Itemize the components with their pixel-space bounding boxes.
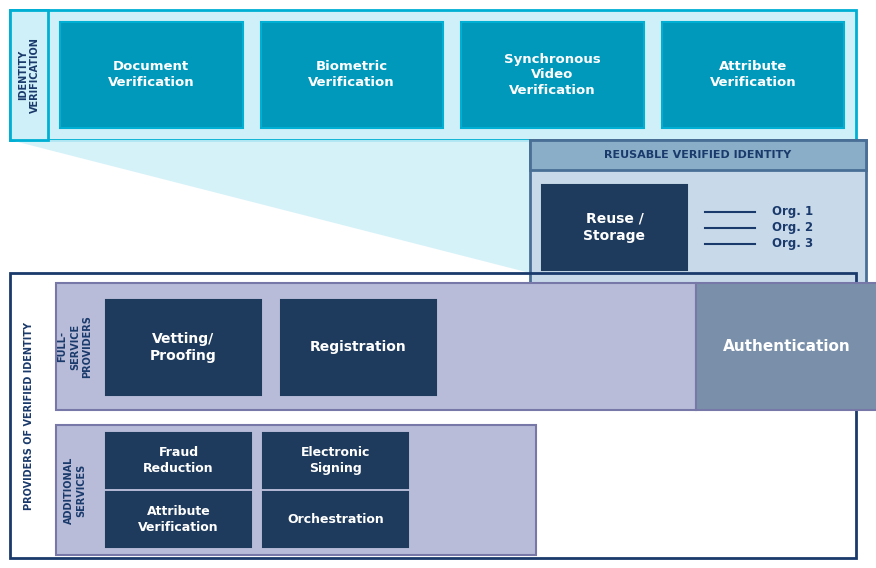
- FancyBboxPatch shape: [56, 425, 536, 555]
- FancyBboxPatch shape: [10, 10, 48, 140]
- Text: Org. 2: Org. 2: [773, 221, 814, 234]
- FancyBboxPatch shape: [661, 22, 844, 128]
- Text: Org. 3: Org. 3: [773, 237, 814, 250]
- Text: IDENTITY
VERIFICATION: IDENTITY VERIFICATION: [18, 37, 40, 113]
- FancyBboxPatch shape: [106, 300, 261, 395]
- Text: Document
Verification: Document Verification: [108, 61, 194, 90]
- FancyBboxPatch shape: [106, 433, 251, 488]
- Text: Fraud
Reduction: Fraud Reduction: [143, 446, 214, 475]
- FancyBboxPatch shape: [10, 10, 856, 140]
- FancyBboxPatch shape: [263, 492, 408, 547]
- Text: Attribute
Verification: Attribute Verification: [138, 505, 219, 534]
- FancyBboxPatch shape: [60, 22, 243, 128]
- Text: Registration: Registration: [310, 340, 406, 354]
- FancyBboxPatch shape: [696, 283, 876, 410]
- Text: Org. 1: Org. 1: [773, 205, 814, 218]
- Text: Biometric
Verification: Biometric Verification: [308, 61, 395, 90]
- FancyBboxPatch shape: [56, 283, 696, 410]
- Text: Authentication: Authentication: [723, 339, 851, 354]
- FancyBboxPatch shape: [530, 140, 866, 170]
- FancyBboxPatch shape: [542, 185, 687, 270]
- Polygon shape: [10, 140, 530, 273]
- Text: PROVIDERS OF VERIFIED IDENTITY: PROVIDERS OF VERIFIED IDENTITY: [24, 321, 34, 509]
- Text: Attribute
Verification: Attribute Verification: [710, 61, 796, 90]
- Text: REUSABLE VERIFIED IDENTITY: REUSABLE VERIFIED IDENTITY: [604, 150, 792, 160]
- Text: Orchestration: Orchestration: [287, 513, 384, 526]
- FancyBboxPatch shape: [530, 140, 866, 370]
- Text: ADDITIONAL
SERVICES: ADDITIONAL SERVICES: [64, 456, 86, 524]
- Text: FULL-
SERVICE
PROVIDERS: FULL- SERVICE PROVIDERS: [58, 315, 92, 378]
- FancyBboxPatch shape: [260, 22, 443, 128]
- FancyBboxPatch shape: [461, 22, 644, 128]
- FancyBboxPatch shape: [281, 300, 436, 395]
- FancyBboxPatch shape: [106, 492, 251, 547]
- Text: Reuse /
Storage: Reuse / Storage: [583, 212, 646, 243]
- Text: Vetting/
Proofing: Vetting/ Proofing: [150, 332, 217, 363]
- FancyBboxPatch shape: [263, 433, 408, 488]
- Text: Electronic
Signing: Electronic Signing: [300, 446, 371, 475]
- Text: Synchronous
Video
Verification: Synchronous Video Verification: [504, 52, 601, 98]
